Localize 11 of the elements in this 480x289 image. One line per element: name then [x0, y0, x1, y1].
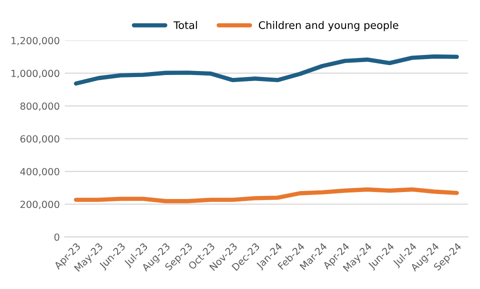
y-tick-label: 600,000	[20, 135, 60, 144]
legend-label: Children and young people	[258, 21, 398, 32]
line-series	[74, 187, 459, 204]
y-tick-label: 0	[54, 233, 60, 241]
legend-label: Total	[174, 21, 197, 30]
y-tick-label: 1,200,000	[12, 36, 60, 46]
y-tick-label: 400,000	[20, 168, 60, 176]
line-series	[74, 54, 459, 86]
y-tick-label: 1,000,000	[12, 70, 60, 78]
y-tick-label: 200,000	[20, 200, 60, 210]
y-tick-label: 800,000	[20, 102, 60, 111]
